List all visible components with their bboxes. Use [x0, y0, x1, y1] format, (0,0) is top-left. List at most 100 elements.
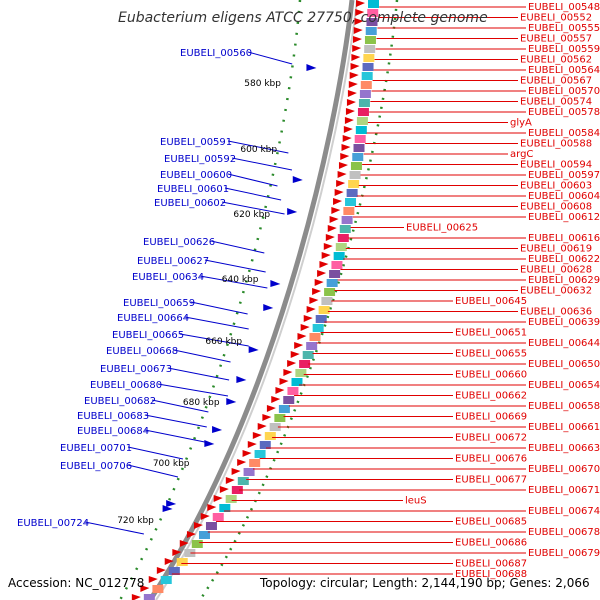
feature-block	[357, 108, 369, 116]
forward-gene-arrow	[356, 0, 365, 7]
left-leader	[151, 399, 209, 413]
right-gene-label: EUBELI_00654	[528, 380, 600, 391]
forward-gene-arrow	[247, 441, 257, 448]
forward-gene-arrow	[200, 513, 210, 520]
right-gene-label: EUBELI_00559	[528, 44, 600, 55]
forward-gene-arrow	[345, 108, 355, 115]
feature-block	[231, 486, 243, 494]
feature-block	[249, 459, 261, 467]
right-gene-label: EUBELI_00594	[520, 160, 592, 171]
forward-gene-arrow	[252, 432, 262, 439]
feature-block	[143, 594, 155, 600]
forward-gene-arrow	[287, 360, 297, 367]
feature-block	[339, 225, 351, 233]
right-gene-label: EUBELI_00616	[528, 233, 600, 244]
right-gene-label: EUBELI_00628	[520, 265, 592, 276]
reverse-gene-arrow	[270, 280, 281, 287]
forward-gene-arrow	[148, 576, 158, 583]
left-gene-label: EUBELI_00560	[180, 48, 252, 59]
forward-gene-arrow	[275, 387, 285, 394]
feature-block	[306, 342, 318, 350]
right-gene-label: EUBELI_00655	[455, 349, 527, 360]
forward-gene-arrow	[294, 342, 304, 349]
scale-tick-label: 620 kbp	[233, 210, 270, 220]
right-gene-label: EUBELI_00660	[455, 370, 527, 381]
right-gene-label: EUBELI_00622	[528, 254, 600, 265]
forward-gene-arrow	[266, 405, 276, 412]
left-leader	[247, 51, 293, 65]
left-leader	[210, 240, 265, 254]
feature-block	[315, 315, 327, 323]
forward-gene-arrow	[346, 99, 356, 106]
left-gene-label: EUBELI_00627	[137, 256, 209, 267]
map-title: Eubacterium eligens ATCC 27750, complete…	[118, 10, 488, 26]
forward-gene-arrow	[329, 216, 339, 223]
reverse-gene-arrow	[263, 304, 274, 311]
forward-gene-arrow	[331, 207, 341, 214]
topology-label: Topology: circular; Length: 2,144,190 bp…	[259, 576, 590, 590]
right-gene-label: EUBELI_00650	[528, 359, 600, 370]
forward-gene-arrow	[312, 288, 322, 295]
right-gene-label: EUBELI_00555	[528, 23, 600, 34]
forward-gene-arrow	[297, 333, 307, 340]
reverse-gene-arrow	[248, 346, 259, 353]
left-leader	[127, 464, 179, 478]
feature-block	[176, 558, 188, 566]
left-gene-label: EUBELI_00706	[60, 461, 132, 472]
forward-gene-arrow	[344, 117, 354, 124]
feature-block	[312, 324, 324, 332]
right-gene-label: EUBELI_00603	[520, 181, 592, 192]
forward-gene-arrow	[242, 450, 252, 457]
right-gene-label: EUBELI_00644	[528, 338, 600, 349]
forward-gene-arrow	[213, 495, 223, 502]
feature-block	[269, 423, 281, 431]
left-leader	[179, 333, 249, 347]
left-gene-label: EUBELI_00683	[77, 411, 149, 422]
feature-block	[198, 531, 210, 539]
right-gene-label: EUBELI_00669	[455, 412, 527, 423]
feature-block	[358, 99, 370, 107]
feature-track	[131, 0, 379, 600]
forward-gene-arrow	[319, 261, 329, 268]
feature-block	[219, 504, 231, 512]
feature-block	[364, 36, 376, 44]
feature-block	[168, 567, 180, 575]
right-gene-label: EUBELI_00662	[455, 391, 527, 402]
forward-gene-arrow	[352, 45, 362, 52]
forward-gene-arrow	[290, 351, 300, 358]
right-gene-label: EUBELI_00567	[520, 76, 592, 87]
right-gene-label: EUBELI_00570	[528, 86, 600, 97]
feature-block	[259, 441, 271, 449]
feature-block	[367, 9, 379, 17]
left-gene-label: EUBELI_00682	[84, 396, 156, 407]
forward-gene-arrow	[353, 27, 363, 34]
right-gene-label: EUBELI_00674	[528, 506, 600, 517]
forward-gene-arrow	[306, 306, 316, 313]
reverse-gene-arrow	[287, 208, 298, 215]
forward-gene-arrow	[333, 198, 343, 205]
feature-block	[274, 414, 286, 422]
left-leader	[157, 383, 229, 397]
right-gene-label: glyA	[510, 118, 532, 129]
reverse-gene-arrow	[226, 398, 237, 405]
right-gene-label: EUBELI_00677	[455, 475, 527, 486]
feature-block	[212, 513, 224, 521]
feature-block	[345, 198, 357, 206]
feature-block	[366, 18, 378, 26]
feature-block	[302, 351, 314, 359]
left-leader	[127, 446, 184, 460]
feature-block	[291, 378, 303, 386]
left-gene-label: EUBELI_00664	[117, 313, 189, 324]
feature-block	[287, 387, 299, 395]
forward-gene-arrow	[309, 297, 319, 304]
right-gene-label: EUBELI_00552	[520, 13, 592, 24]
scale-tick-label: 660 kbp	[205, 337, 242, 347]
left-gene-label: EUBELI_00659	[123, 298, 195, 309]
scale-tick-label: 680 kbp	[183, 398, 220, 408]
forward-gene-arrow	[349, 72, 359, 79]
right-gene-label: EUBELI_00636	[520, 307, 592, 318]
forward-gene-arrow	[352, 36, 362, 43]
feature-block	[243, 468, 255, 476]
forward-gene-arrow	[355, 9, 365, 16]
forward-gene-arrow	[341, 144, 351, 151]
